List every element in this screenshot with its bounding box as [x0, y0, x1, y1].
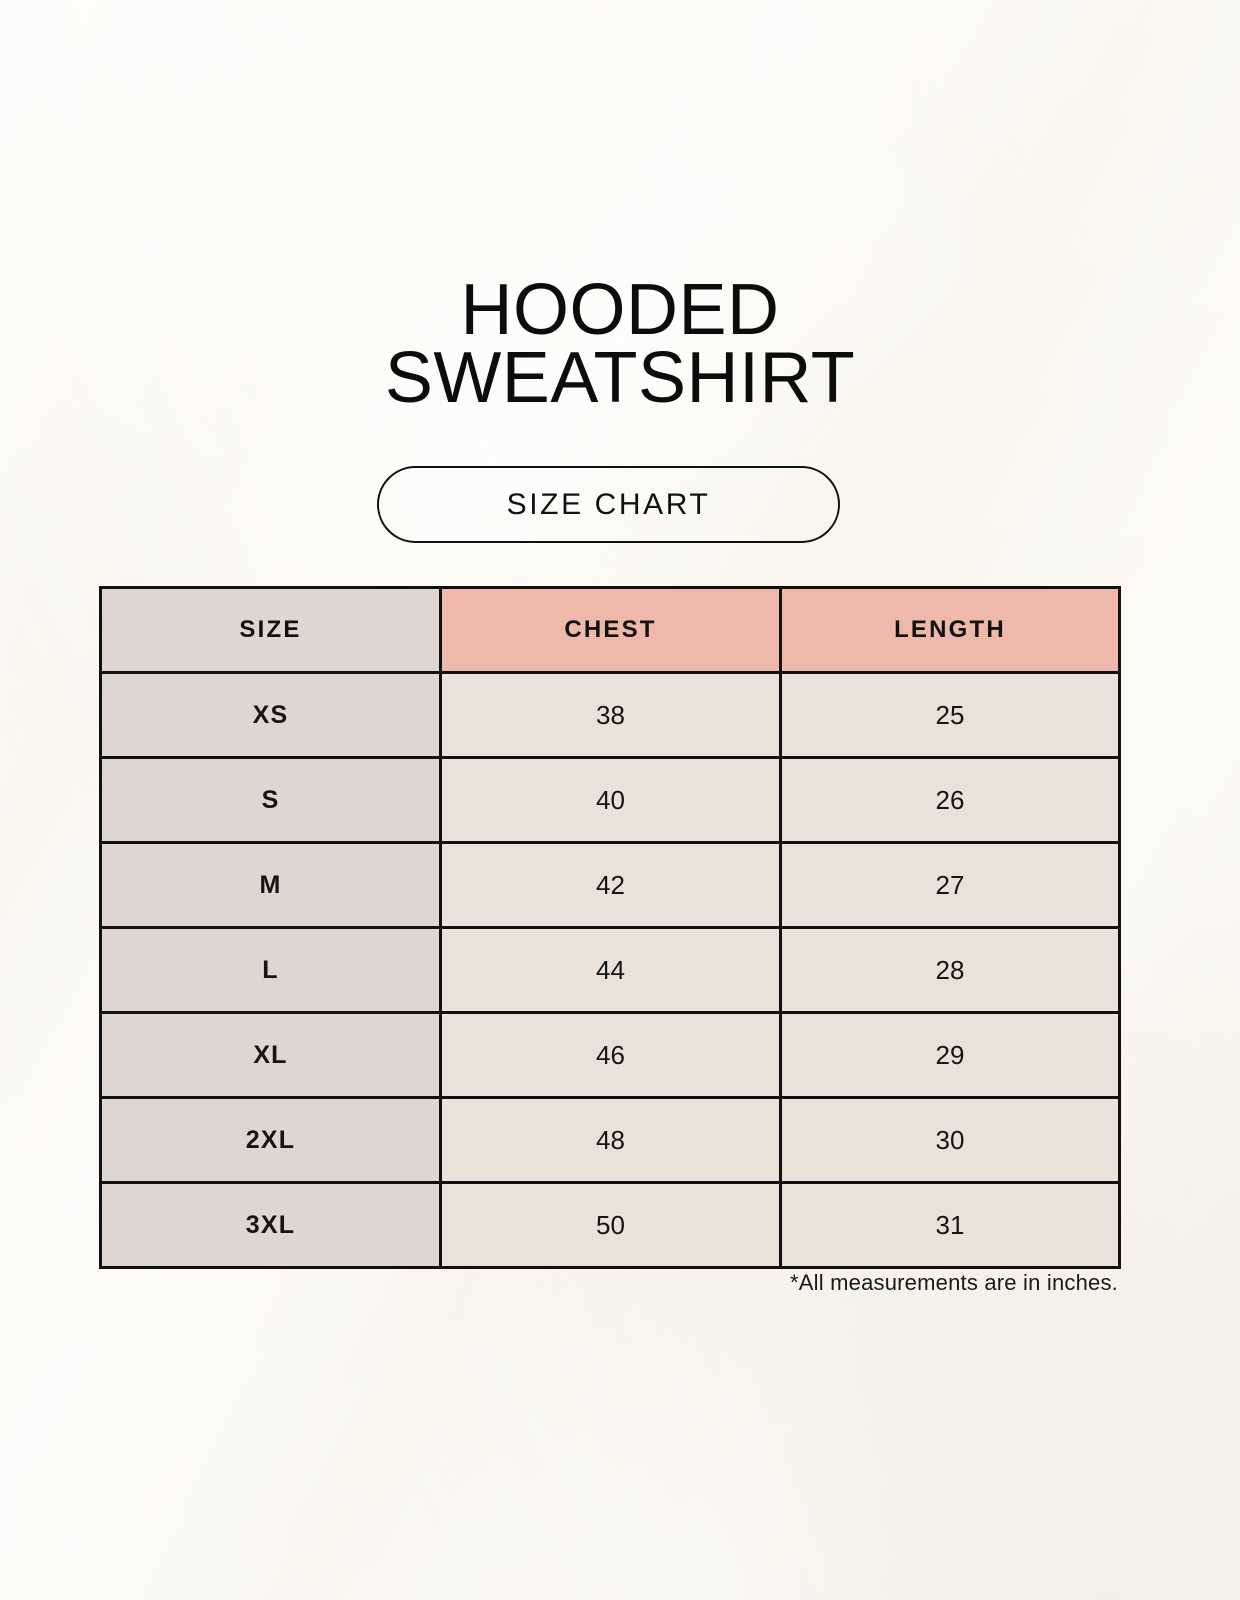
table-row: XS 38 25	[99, 671, 1121, 759]
table-row: M 42 27	[99, 841, 1121, 929]
column-header-size: SIZE	[99, 586, 442, 674]
cell-size: XL	[99, 1011, 442, 1099]
page-title: HOODED SWEATSHIRT	[0, 270, 1240, 418]
cell-size: M	[99, 841, 442, 929]
cell-length: 26	[779, 756, 1121, 844]
cell-size: XS	[99, 671, 442, 759]
cell-size: 2XL	[99, 1096, 442, 1184]
column-header-chest: CHEST	[439, 586, 782, 674]
cell-chest: 38	[439, 671, 782, 759]
table-body: XS 38 25 S 40 26 M 42 27 L 44 28 XL 46	[99, 671, 1121, 1269]
table-row: L 44 28	[99, 926, 1121, 1014]
cell-length: 27	[779, 841, 1121, 929]
cell-length: 25	[779, 671, 1121, 759]
size-chart-badge-label: SIZE CHART	[506, 487, 711, 521]
cell-chest: 46	[439, 1011, 782, 1099]
cell-chest: 44	[439, 926, 782, 1014]
cell-size: S	[99, 756, 442, 844]
cell-chest: 42	[439, 841, 782, 929]
table-row: 3XL 50 31	[99, 1181, 1121, 1269]
size-chart-table: SIZE CHEST LENGTH XS 38 25 S 40 26 M 42 …	[99, 586, 1121, 1269]
cell-size: L	[99, 926, 442, 1014]
cell-length: 30	[779, 1096, 1121, 1184]
measurements-footnote: *All measurements are in inches.	[790, 1270, 1118, 1295]
cell-chest: 50	[439, 1181, 782, 1269]
cell-length: 29	[779, 1011, 1121, 1099]
cell-size: 3XL	[99, 1181, 442, 1269]
table-row: XL 46 29	[99, 1011, 1121, 1099]
table-row: S 40 26	[99, 756, 1121, 844]
page-title-line-1: HOODED	[460, 270, 780, 350]
size-chart-badge: SIZE CHART	[377, 466, 840, 543]
cell-chest: 40	[439, 756, 782, 844]
table-header-row: SIZE CHEST LENGTH	[99, 586, 1121, 674]
cell-length: 28	[779, 926, 1121, 1014]
cell-length: 31	[779, 1181, 1121, 1269]
cell-chest: 48	[439, 1096, 782, 1184]
page-title-line-2: SWEATSHIRT	[384, 338, 856, 418]
column-header-length: LENGTH	[779, 586, 1121, 674]
table-row: 2XL 48 30	[99, 1096, 1121, 1184]
